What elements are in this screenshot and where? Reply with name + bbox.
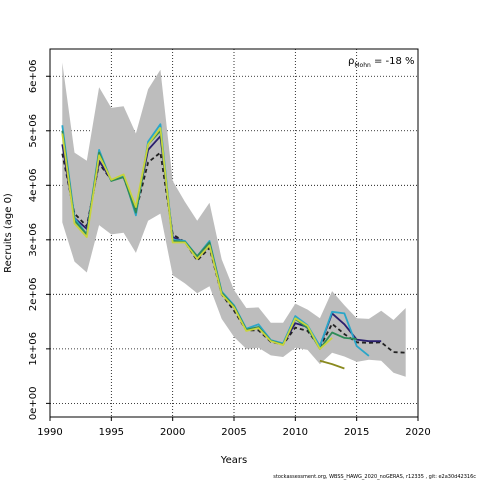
y-tick-label: 2e+06 <box>28 278 39 312</box>
y-tick-label: 6e+06 <box>28 59 39 93</box>
series-lines <box>61 123 406 370</box>
x-tick-label: 2000 <box>160 427 185 438</box>
y-tick-label: 0e+00 <box>28 387 39 421</box>
series-line-4 <box>61 129 357 350</box>
y-tick-label: 3e+06 <box>28 223 39 257</box>
x-axis: 1990 1995 2000 2005 2010 2015 2020 <box>37 417 431 438</box>
x-tick-label: 2005 <box>221 427 246 438</box>
x-tick-label: 2015 <box>344 427 369 438</box>
x-tick-label: 2010 <box>283 427 308 438</box>
mohn-rho-subscript: Mohn <box>354 62 371 69</box>
y-tick-label: 5e+06 <box>28 114 39 148</box>
series-line-5 <box>61 127 333 350</box>
y-tick-label: 4e+06 <box>28 168 39 202</box>
x-tick-label: 1995 <box>99 427 124 438</box>
mohn-rho-symbol: ρ <box>348 56 354 67</box>
x-tick-label: 2020 <box>405 427 430 438</box>
series-line-6 <box>319 359 345 370</box>
footnote: stockassessment.org, WBSS_HAWG_2020_noGE… <box>273 474 476 480</box>
x-tick-label: 1990 <box>37 427 62 438</box>
x-axis-title: Years <box>220 455 247 466</box>
y-tick-label: 1e+06 <box>28 332 39 366</box>
y-axis-title: Recruits (age 0) <box>3 193 14 273</box>
mohn-rho-annotation: ρMohn = -18 % <box>348 56 415 69</box>
y-axis: 0e+00 1e+06 2e+06 3e+06 4e+06 5e+06 6e+06 <box>28 59 50 420</box>
mohn-rho-value: = -18 % <box>371 56 415 67</box>
